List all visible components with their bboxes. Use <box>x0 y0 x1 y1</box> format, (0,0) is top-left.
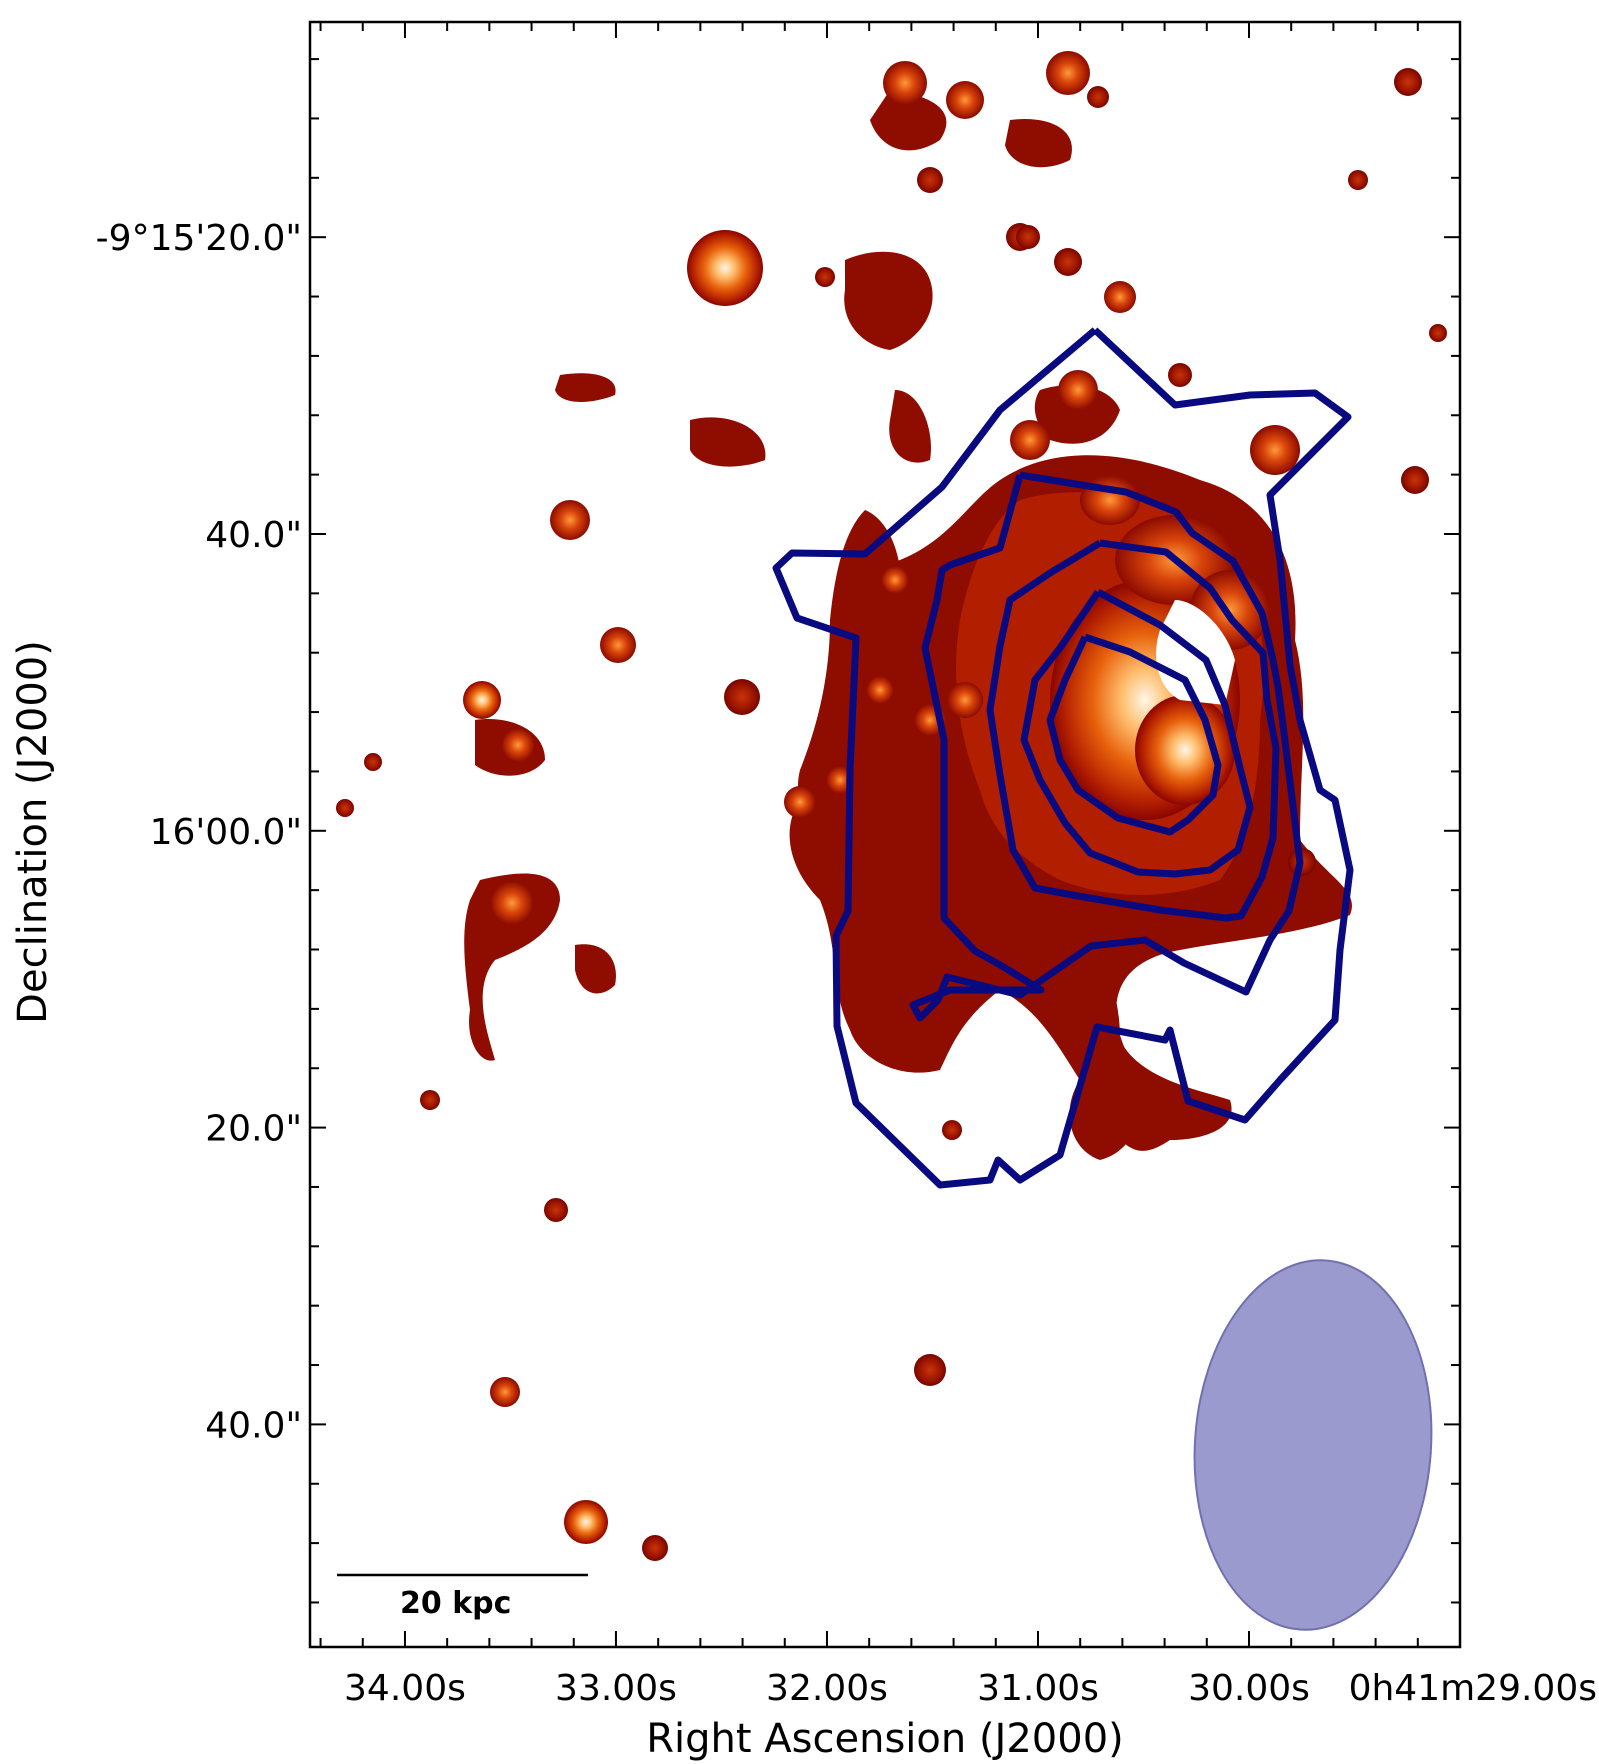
beam-ellipse <box>1193 1259 1433 1631</box>
dec-tick-label: 40.0" <box>205 1405 302 1446</box>
ra-axis: 34.00s 33.00s 32.00s 31.00s 30.00s 0h41m29.00… <box>319 22 1597 1709</box>
ra-tick-label: 0h41m29.00s <box>1349 1668 1597 1709</box>
ra-tick-label: 31.00s <box>977 1668 1099 1709</box>
ra-tick-label: 30.00s <box>1188 1668 1310 1709</box>
ra-tick-label: 34.00s <box>344 1668 466 1709</box>
northern-clumps <box>555 51 1447 494</box>
dec-tick-label: -9°15'20.0" <box>96 218 302 259</box>
contour-level-3 <box>986 539 1280 922</box>
plot-frame <box>308 20 1462 1649</box>
scale-bar-label: 20 kpc <box>400 1586 511 1621</box>
dec-tick-label: 20.0" <box>205 1109 302 1150</box>
contour-level-5 <box>1046 633 1222 836</box>
dec-axis-title: Declination (J2000) <box>10 640 56 1024</box>
dec-tick-label: 40.0" <box>205 515 302 556</box>
ra-axis-title: Right Ascension (J2000) <box>646 1716 1124 1762</box>
dec-tick-label: 16'00.0" <box>150 812 302 853</box>
contour-level-2 <box>909 471 1304 1022</box>
contour-level-1 <box>772 327 1354 1189</box>
scale-bar: 20 kpc <box>337 1573 588 1621</box>
dec-axis: -9°15'20.0" 40.0" 16'00.0" 20.0" 40.0" <box>96 58 1460 1604</box>
ra-tick-label: 32.00s <box>766 1668 888 1709</box>
contour-level-4 <box>1020 588 1254 878</box>
contour-layer <box>772 327 1354 1189</box>
ra-tick-label: 33.00s <box>555 1668 677 1709</box>
